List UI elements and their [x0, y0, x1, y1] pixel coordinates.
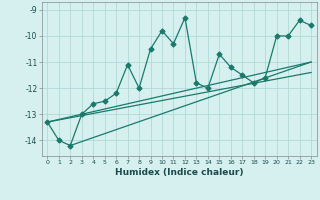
X-axis label: Humidex (Indice chaleur): Humidex (Indice chaleur) [115, 168, 244, 177]
